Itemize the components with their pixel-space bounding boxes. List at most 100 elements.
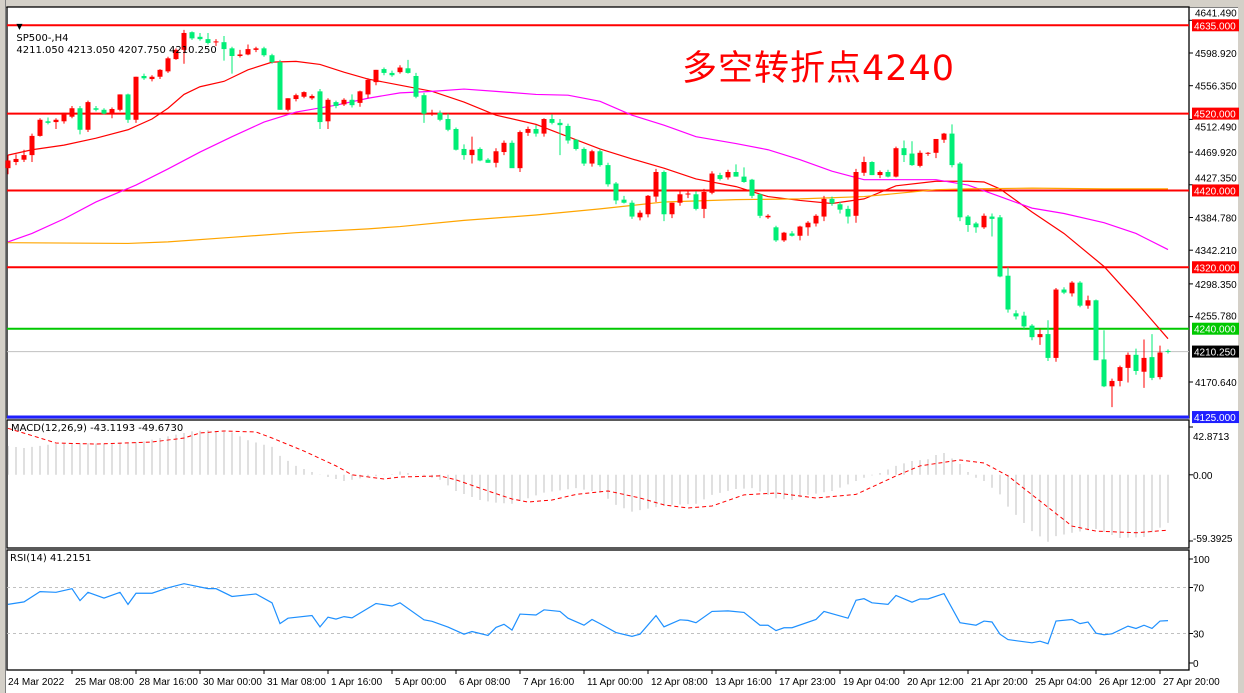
candle-body — [373, 69, 379, 83]
candle — [597, 148, 603, 167]
candle — [1149, 334, 1155, 381]
candle — [205, 32, 211, 45]
candle-body — [901, 148, 907, 156]
candle — [1157, 345, 1163, 380]
candle — [197, 32, 203, 41]
candle — [285, 98, 291, 112]
candle-body — [477, 148, 483, 161]
candle — [493, 148, 499, 168]
candle — [333, 100, 339, 109]
candle-body — [853, 172, 859, 216]
level-label: 4635.000 — [1194, 21, 1236, 32]
candle — [933, 138, 939, 159]
header-ohlc: 4211.050 4213.050 4207.750 4210.250 — [16, 45, 217, 56]
time-axis-label: 31 Mar 08:00 — [267, 677, 326, 688]
candle — [229, 46, 235, 74]
candle-body — [213, 41, 219, 43]
candle-body — [1125, 354, 1131, 368]
candle — [605, 162, 611, 187]
candle-body — [749, 179, 755, 196]
candle-body — [861, 162, 867, 173]
candle — [525, 126, 531, 136]
candle — [869, 161, 875, 176]
candle — [269, 53, 275, 64]
window-right-border — [1238, 0, 1244, 693]
candle-body — [517, 132, 523, 169]
panel-frames — [6, 6, 1190, 671]
candle — [781, 231, 787, 242]
candle — [125, 93, 131, 123]
candle — [549, 114, 555, 125]
candle-body — [797, 226, 803, 236]
candle — [829, 196, 835, 206]
candle — [941, 132, 947, 143]
candle — [405, 59, 411, 74]
candle — [989, 213, 995, 237]
candle-body — [693, 194, 699, 209]
level-label: 4520.000 — [1194, 110, 1236, 121]
candle-body — [733, 172, 739, 177]
candle-body — [741, 176, 747, 182]
candle-body — [1101, 359, 1107, 387]
candle-body — [613, 183, 619, 201]
candle — [501, 140, 507, 156]
candle — [37, 118, 43, 137]
candle — [621, 195, 627, 204]
candle — [1101, 330, 1107, 388]
candle — [1133, 348, 1139, 375]
window-left-border — [0, 0, 6, 693]
candle — [165, 56, 171, 73]
candle — [877, 170, 883, 179]
candle — [1125, 352, 1131, 383]
candle-body — [909, 153, 915, 166]
candle-body — [837, 204, 843, 210]
candle — [613, 181, 619, 205]
candle — [629, 200, 635, 219]
candle — [477, 147, 483, 162]
candle-body — [1157, 352, 1163, 378]
candle-body — [389, 72, 395, 76]
candle — [13, 154, 19, 166]
candle — [1085, 295, 1091, 309]
candle-body — [541, 119, 547, 134]
candle-body — [1141, 357, 1147, 372]
candle-body — [589, 151, 595, 164]
candle-body — [821, 198, 827, 217]
candle — [309, 94, 315, 100]
candle-body — [357, 91, 363, 103]
level-label: 4210.250 — [1194, 348, 1236, 359]
candle — [485, 158, 491, 163]
header-dropdown-icon[interactable]: ▼ — [16, 22, 23, 31]
candle-body — [125, 94, 131, 120]
candle — [453, 127, 459, 151]
time-axis-label: 7 Apr 16:00 — [523, 677, 575, 688]
candle-body — [965, 216, 971, 226]
candle — [1061, 287, 1067, 295]
candle — [53, 118, 59, 129]
candle-body — [877, 172, 883, 176]
candle — [141, 73, 147, 80]
candle — [1117, 365, 1123, 387]
level-label: 4420.000 — [1194, 186, 1236, 197]
candle — [965, 215, 971, 232]
candle-body — [581, 148, 587, 164]
level-label-box — [1192, 19, 1239, 32]
rsi-line — [7, 583, 1169, 645]
candle-body — [1077, 282, 1083, 306]
candle — [725, 169, 731, 180]
level-label-box — [1192, 322, 1239, 335]
candle-body — [645, 195, 651, 215]
macd-label: MACD(12,26,9) -43.1193 -49.6730 — [11, 423, 184, 434]
candle — [845, 205, 851, 224]
candle-body — [37, 119, 43, 136]
candle — [589, 149, 595, 167]
time-axis-label: 17 Apr 23:00 — [779, 677, 836, 688]
candle-body — [949, 133, 955, 166]
time-axis-label: 11 Apr 00:00 — [587, 677, 643, 688]
candle-body — [245, 49, 251, 55]
chart-header: ▼ SP500-,H4 4211.050 4213.050 4207.750 4… — [10, 9, 217, 57]
candle-body — [157, 69, 163, 77]
candle-body — [301, 92, 307, 97]
candle-body — [429, 112, 435, 114]
